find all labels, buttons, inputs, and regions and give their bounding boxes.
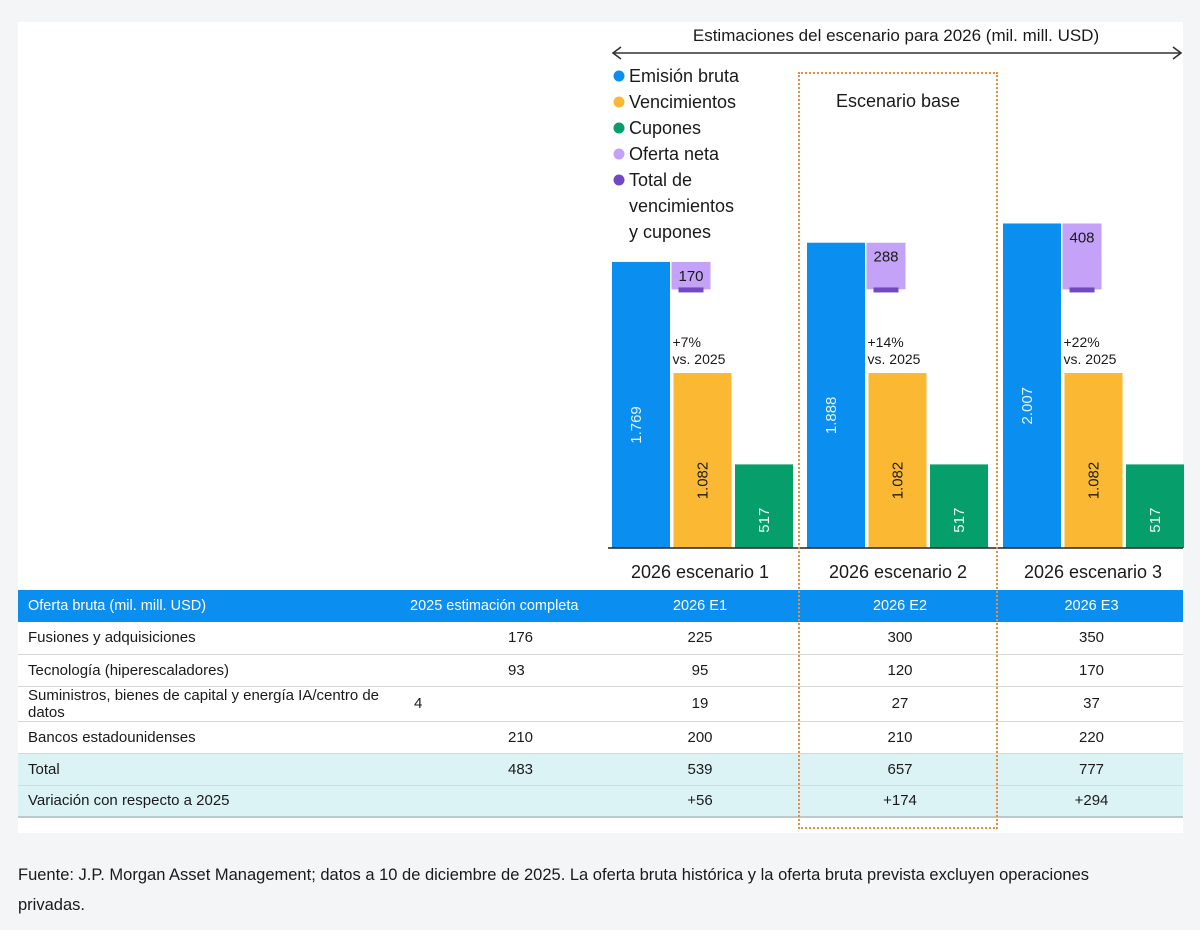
cell-e2: 210 — [800, 721, 1000, 754]
bar-net-supply — [866, 242, 906, 290]
table-row: Fusiones y adquisiciones 176 225 300 350 — [18, 622, 1183, 655]
legend-label: Emisión bruta — [629, 66, 740, 86]
bar-coupons — [1126, 464, 1184, 548]
cell-e3: 350 — [1000, 622, 1183, 655]
cell-e2: 120 — [800, 654, 1000, 687]
cell-e2: +174 — [800, 785, 1000, 818]
legend-swatch-coupons — [613, 122, 625, 134]
growth-annotation: +14% — [868, 334, 904, 350]
cell-e3: 37 — [1000, 686, 1183, 722]
chart-title: Estimaciones del escenario para 2026 (mi… — [693, 26, 1099, 45]
cell-e3: 170 — [1000, 654, 1183, 687]
legend-label: Oferta neta — [629, 144, 720, 164]
bar-label-maturities: 1.082 — [695, 462, 712, 500]
cell-e1: 200 — [600, 721, 800, 754]
cell-2025 — [410, 785, 600, 818]
table-header-cell: 2026 E3 — [1064, 598, 1119, 614]
legend: Emisión bruta Vencimientos Cupones Oferta n… — [613, 66, 740, 242]
legend-label: Total de — [629, 170, 692, 190]
table-change-row: Variación con respecto a 2025 +56 +174 +… — [18, 785, 1183, 818]
bar-label-gross: 1.888 — [823, 397, 840, 435]
cell-e2: 300 — [800, 622, 1000, 655]
bar-chart: Estimaciones del escenario para 2026 (mi… — [608, 26, 1184, 582]
row-label: Bancos estadounidenses — [18, 721, 410, 754]
bar-label-net-supply: 408 — [1069, 229, 1094, 246]
category-label: 2026 escenario 2 — [829, 562, 967, 582]
table-row: Bancos estadounidenses 210 200 210 220 — [18, 721, 1183, 754]
legend-swatch-net — [613, 148, 625, 160]
bar-net-supply — [1062, 223, 1102, 290]
table-header-cell: 2026 E1 — [672, 598, 728, 614]
bar-coupons — [735, 464, 793, 548]
cell-2025: 176 — [410, 622, 600, 655]
bar-net-supply — [671, 261, 711, 290]
growth-annotation: +22% — [1064, 334, 1100, 350]
cell-2025: 4 — [410, 686, 600, 722]
cell-2025: 483 — [410, 753, 600, 786]
category-label: 2026 escenario 3 — [1024, 562, 1162, 582]
bar-maturities — [1064, 373, 1123, 548]
bar-label-coupons: 517 — [756, 508, 773, 533]
cell-e3: 220 — [1000, 721, 1183, 754]
base-scenario-label: Escenario base — [836, 91, 960, 111]
legend-swatch-maturities — [613, 96, 625, 108]
legend-swatch-gross — [613, 70, 625, 82]
bar-label-net-supply: 288 — [873, 249, 898, 266]
table-row: Suministros, bienes de capital y energía… — [18, 686, 1183, 722]
legend-label: Vencimientos — [629, 92, 736, 112]
cell-e1: 95 — [600, 654, 800, 687]
cell-2025: 93 — [410, 654, 600, 687]
bar-label-coupons: 517 — [951, 508, 968, 533]
cell-e1: 225 — [600, 622, 800, 655]
cell-e1: +56 — [600, 785, 800, 818]
growth-annotation: vs. 2025 — [868, 351, 921, 367]
legend-label: Cupones — [629, 118, 701, 138]
row-label: Suministros, bienes de capital y energía… — [18, 686, 410, 722]
table-header-cell: 2025 estimación completa — [410, 598, 579, 614]
growth-annotation: +7% — [673, 334, 701, 350]
cell-e3: 777 — [1000, 753, 1183, 786]
legend-label: vencimientos — [629, 196, 734, 216]
bar-maturities — [868, 373, 927, 548]
table-header-row: Oferta bruta (mil. mill. USD) 2025 estim… — [18, 590, 1183, 622]
bar-label-maturities: 1.082 — [1086, 462, 1103, 500]
gross-supply-table: Oferta bruta (mil. mill. USD) 2025 estim… — [18, 590, 1183, 818]
cell-e1: 539 — [600, 753, 800, 786]
marker-total-maturities-coupons — [678, 287, 704, 293]
marker-total-maturities-coupons — [873, 287, 899, 293]
growth-annotation: vs. 2025 — [1064, 351, 1117, 367]
source-note: Fuente: J.P. Morgan Asset Management; da… — [18, 866, 1089, 914]
category-label: 2026 escenario 1 — [631, 562, 769, 582]
table-total-row: Total 483 539 657 777 — [18, 753, 1183, 786]
cell-e2: 27 — [800, 686, 1000, 722]
bar-label-net-supply: 170 — [678, 268, 703, 285]
cell-e3: +294 — [1000, 785, 1183, 818]
bar-coupons — [930, 464, 988, 548]
marker-total-maturities-coupons — [1069, 287, 1095, 293]
bar-label-gross: 2.007 — [1019, 387, 1036, 425]
cell-e2: 657 — [800, 753, 1000, 786]
row-label: Fusiones y adquisiciones — [18, 622, 410, 655]
row-label: Variación con respecto a 2025 — [18, 785, 410, 818]
table-row: Tecnología (hiperescaladores) 93 95 120 … — [18, 654, 1183, 687]
cell-2025: 210 — [410, 721, 600, 754]
growth-annotation: vs. 2025 — [673, 351, 726, 367]
bar-gross — [807, 242, 865, 549]
row-label: Tecnología (hiperescaladores) — [18, 654, 410, 687]
bar-gross — [612, 261, 670, 548]
legend-swatch-total_mc — [613, 174, 625, 186]
bar-label-coupons: 517 — [1147, 508, 1164, 533]
double-arrow-icon — [611, 46, 1183, 60]
bar-label-gross: 1.769 — [628, 406, 645, 444]
row-label: Total — [18, 753, 410, 786]
cell-e1: 19 — [600, 686, 800, 722]
bar-maturities — [673, 373, 732, 548]
table-header-cell: 2026 E2 — [872, 598, 928, 614]
bar-label-maturities: 1.082 — [890, 462, 907, 500]
bar-gross — [1003, 223, 1061, 549]
table-header-cell: Oferta bruta (mil. mill. USD) — [28, 598, 207, 614]
category-labels: 2026 escenario 1 2026 escenario 2 2026 esc… — [631, 562, 1162, 582]
legend-label: y cupones — [629, 222, 711, 242]
